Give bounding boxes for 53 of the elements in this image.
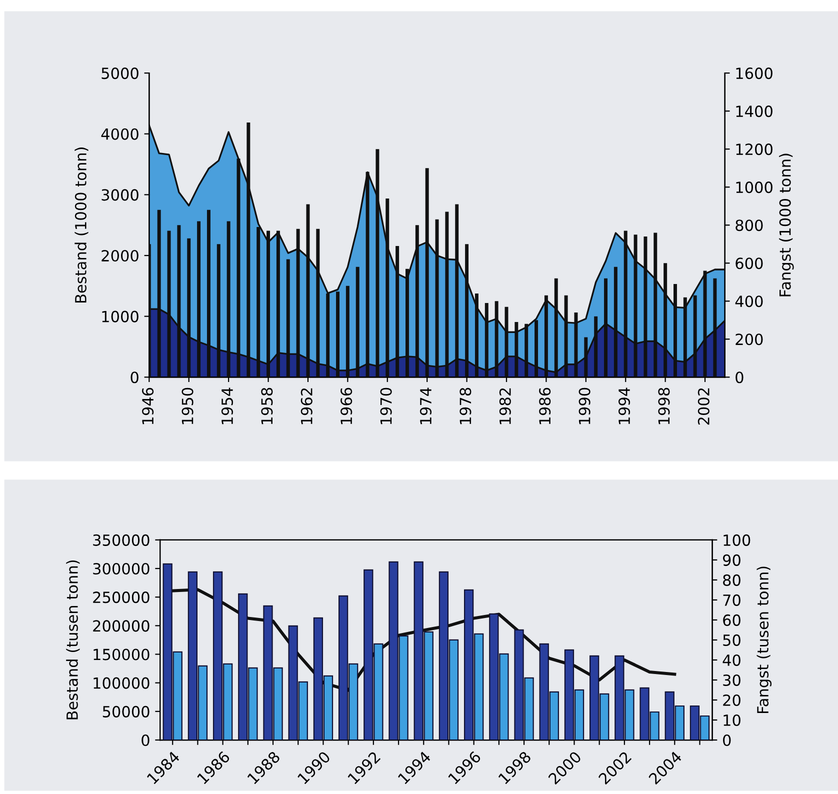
x-tick-label: 1954: [221, 388, 234, 424]
x-tick-label: 1946: [142, 388, 154, 424]
y2-tick-label: 400: [735, 296, 763, 308]
y-tick-label: 300000: [93, 562, 150, 575]
y-tick-label: 250000: [93, 592, 150, 604]
x-tick-label: 1966: [340, 388, 352, 424]
y2-tick-label: 50: [723, 634, 740, 646]
y2-tick-label: 40: [722, 654, 740, 666]
x-tick-label: 1998: [658, 388, 670, 424]
y2-tick-label: 90: [722, 554, 740, 566]
y2-tick-label: 800: [736, 220, 763, 232]
x-tick-label: 1978: [460, 388, 472, 424]
y2-tick-label: 70: [723, 594, 740, 606]
y-tick-label: 4000: [101, 128, 138, 140]
y2-tick-label: 0: [723, 734, 731, 746]
y-tick-label: 1000: [102, 310, 138, 322]
y2-tick-label: 200: [736, 334, 763, 346]
x-tick-label: 1982: [499, 388, 511, 424]
x-tick-label: 1994: [618, 388, 630, 424]
y-tick-label: 0: [142, 734, 150, 746]
x-tick-label: 1986: [539, 388, 551, 424]
y-tick-label: 350000: [93, 534, 150, 546]
y2-tick-label: 1000: [736, 182, 772, 194]
y2-axis-title: Fangst (1000 tonn): [779, 154, 794, 296]
x-tick-label: 1990: [578, 388, 590, 424]
y2-tick-label: 100: [724, 534, 750, 546]
x-tick-label: 1950: [182, 388, 194, 424]
x-tick-label: 2002: [698, 388, 710, 425]
y-tick-label: 3000: [102, 189, 138, 201]
y2-axis-title: Fangst (tusen tonn): [756, 566, 772, 714]
y2-tick-label: 600: [736, 258, 763, 270]
y2-tick-label: 20: [723, 694, 740, 706]
y-tick-label: 200000: [93, 620, 150, 632]
y2-tick-label: 80: [723, 574, 740, 586]
y-tick-label: 0: [130, 372, 138, 384]
y-axis-title: Bestand (tusen tonn): [66, 560, 80, 720]
y2-tick-label: 60: [723, 614, 740, 626]
y2-tick-label: 1600: [736, 68, 772, 80]
y-tick-label: 50000: [102, 706, 150, 718]
y-tick-label: 100000: [94, 677, 150, 689]
y-tick-label: 2000: [102, 250, 138, 262]
y2-tick-label: 0: [736, 372, 744, 384]
x-tick-label: 1962: [300, 388, 312, 424]
y2-tick-label: 10: [724, 714, 740, 726]
x-tick-label: 1974: [420, 388, 432, 424]
y-tick-label: 5000: [102, 68, 138, 80]
x-tick-label: 1958: [261, 388, 273, 424]
y2-tick-label: 1200: [736, 144, 772, 156]
x-tick-label: 1970: [380, 388, 392, 424]
y2-tick-label: 30: [723, 674, 740, 686]
y2-tick-label: 1400: [736, 106, 772, 118]
y-tick-label: 150000: [94, 648, 150, 660]
y-axis-title: Bestand (1000 tonn): [74, 148, 88, 302]
